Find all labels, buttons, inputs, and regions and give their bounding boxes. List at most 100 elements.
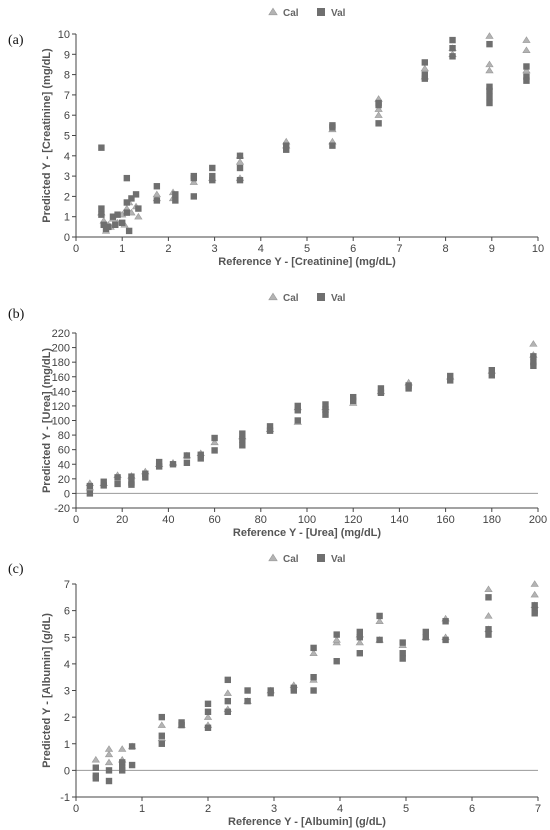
cal-point: [374, 111, 383, 118]
cal-point: [530, 580, 539, 587]
legend-val-marker: [317, 293, 325, 301]
cal-point: [203, 713, 213, 720]
val-point: [105, 223, 112, 231]
val-point: [211, 447, 218, 454]
val-point: [356, 650, 363, 657]
val-point: [209, 172, 216, 180]
val-point: [132, 191, 140, 198]
legend-val-label: Val: [331, 8, 346, 19]
y-tick-label: 220: [52, 328, 70, 340]
val-point: [244, 687, 251, 694]
y-tick-label: 0: [64, 488, 70, 500]
y-tick-label: -1: [60, 792, 70, 804]
val-point: [98, 211, 105, 218]
cal-point: [332, 636, 341, 643]
val-point: [172, 197, 179, 204]
x-tick-label: 160: [436, 514, 454, 526]
val-point: [183, 452, 191, 459]
val-point: [266, 423, 274, 430]
val-point: [100, 221, 107, 229]
cal-point: [104, 750, 114, 758]
val-point: [142, 470, 149, 477]
val-point: [123, 199, 131, 206]
x-tick-label: 7: [535, 803, 541, 815]
val-point: [486, 99, 493, 107]
x-tick-label: 0: [73, 243, 79, 255]
x-tick-label: 0: [73, 803, 79, 815]
val-point: [105, 777, 113, 785]
val-point: [333, 631, 340, 638]
val-point: [486, 40, 493, 48]
val-point: [294, 407, 301, 414]
val-point: [142, 474, 149, 481]
val-point: [158, 732, 165, 739]
val-point: [421, 59, 429, 66]
cal-point: [223, 689, 232, 696]
val-point: [421, 71, 429, 78]
val-point: [449, 36, 456, 44]
cal-point: [309, 649, 318, 656]
val-point: [204, 700, 212, 708]
val-point: [375, 120, 382, 127]
legend-cal-marker: [268, 7, 278, 16]
x-tick-label: 6: [469, 803, 475, 815]
val-point: [128, 195, 135, 202]
val-point: [329, 122, 336, 129]
val-point: [486, 83, 493, 90]
val-point: [329, 142, 336, 149]
val-point: [266, 427, 274, 434]
x-tick-label: 140: [390, 514, 408, 526]
legend-val-marker: [317, 8, 325, 16]
val-point: [376, 612, 383, 620]
legend-val-marker: [317, 554, 325, 562]
val-point: [239, 442, 246, 449]
val-point: [197, 455, 204, 462]
val-point: [128, 481, 135, 488]
x-tick-label: 3: [271, 803, 277, 815]
cal-point: [485, 32, 494, 39]
val-point: [523, 73, 530, 80]
y-tick-label: 10: [58, 29, 70, 41]
x-axis-label: Reference Y - [Albumin] (g/dL): [228, 816, 386, 828]
val-point: [449, 45, 456, 52]
val-point: [158, 713, 165, 721]
val-point: [98, 144, 105, 151]
val-point: [155, 463, 163, 470]
cal-point: [529, 340, 538, 347]
y-tick-label: 2: [64, 712, 70, 724]
x-tick-label: 7: [396, 243, 402, 255]
val-point: [447, 372, 454, 380]
val-point: [100, 478, 107, 485]
cal-point: [134, 212, 143, 220]
x-tick-label: 200: [529, 514, 547, 526]
val-point: [377, 389, 385, 396]
val-point: [125, 227, 133, 235]
val-point: [531, 610, 538, 617]
cal-point: [355, 638, 364, 646]
val-point: [135, 205, 142, 212]
y-tick-label: 180: [52, 357, 70, 369]
cal-point: [530, 590, 539, 598]
y-tick-label: 120: [52, 401, 70, 413]
y-tick-label: 1: [64, 739, 70, 751]
x-tick-label: 9: [489, 243, 495, 255]
val-point: [119, 219, 126, 226]
x-tick-label: 80: [255, 514, 267, 526]
x-tick-label: 180: [483, 514, 501, 526]
cal-point: [374, 105, 383, 112]
val-point: [211, 434, 218, 442]
val-point: [530, 362, 537, 370]
val-point: [114, 474, 121, 481]
val-point: [447, 377, 454, 384]
val-point: [158, 740, 165, 747]
val-point: [310, 687, 317, 694]
val-point: [123, 209, 131, 216]
val-point: [523, 77, 530, 84]
cal-point: [484, 585, 493, 593]
cal-point: [522, 46, 531, 53]
y-tick-label: 3: [64, 171, 70, 183]
val-point: [350, 393, 357, 401]
cal-point: [104, 758, 114, 766]
y-axis-label: Predicted Y - [Urea] (mg/dL): [41, 348, 53, 493]
